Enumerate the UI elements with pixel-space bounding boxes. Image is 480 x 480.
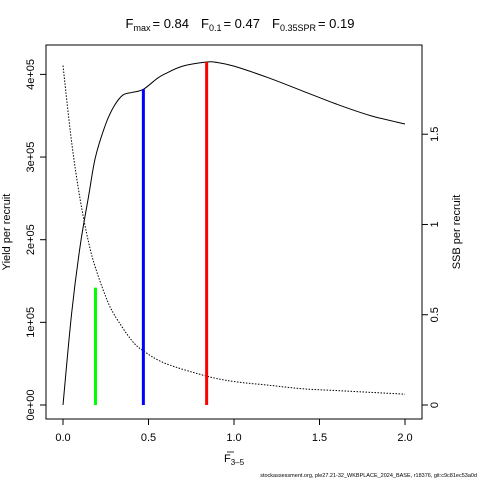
y-right-tick-label: 1 <box>429 221 441 227</box>
y-left-tick-label: 3e+05 <box>25 142 37 173</box>
x-axis-label-sub: 3–5 <box>231 458 245 467</box>
x-tick-label: 1.0 <box>226 432 241 444</box>
y-left-tick-label: 1e+05 <box>25 307 37 338</box>
y-axis-right: 0 0.5 1 1.5 <box>421 127 441 408</box>
yield-per-recruit-line <box>62 61 406 406</box>
y-axis-right-label: SSB per recruit <box>451 195 463 270</box>
y-left-tick-label: 4e+05 <box>25 59 37 90</box>
title-fmax-sub: max <box>133 23 151 33</box>
x-axis-label: F3–5 <box>224 453 245 467</box>
x-tick-label: 0.5 <box>141 432 156 444</box>
series-layer <box>62 61 406 406</box>
x-tick-label: 2.0 <box>397 432 412 444</box>
reference-lines <box>93 62 209 405</box>
y-axis-left: 0e+00 1e+05 2e+05 3e+05 4e+05 <box>25 59 47 421</box>
y-right-tick-label: 0.5 <box>429 307 441 322</box>
footer-text: stockassessment.org, ple27.21-32_WKBPLAC… <box>260 473 477 479</box>
ssb-per-recruit-line <box>62 65 406 395</box>
title-f01-value: = 0.47 <box>223 16 260 31</box>
x-tick-label: 0.0 <box>55 432 70 444</box>
title-fspr-label: F <box>272 16 280 31</box>
y-left-tick-label: 2e+05 <box>25 224 37 255</box>
title-f01-sub: 0.1 <box>209 23 222 33</box>
plot-frame <box>45 44 423 420</box>
y-right-tick-label: 0 <box>429 402 441 408</box>
y-left-tick-label: 0e+00 <box>25 390 37 421</box>
title-fmax-value: = 0.84 <box>152 16 189 31</box>
title-fspr-sub: 0.35SPR <box>280 23 317 33</box>
title-f01-label: F <box>201 16 209 31</box>
y-right-tick-label: 1.5 <box>429 127 441 142</box>
x-axis-label-main: F <box>224 453 231 465</box>
x-tick-label: 1.5 <box>312 432 327 444</box>
title-fspr-value: = 0.19 <box>318 16 355 31</box>
title-fmax-label: F <box>126 16 134 31</box>
chart-title: Fmax = 0.84 F0.1 = 0.47 F0.35SPR = 0.19 <box>126 16 355 33</box>
y-axis-left-label: Yield per recruit <box>1 194 13 271</box>
x-axis: 0.0 0.5 1.0 1.5 2.0 <box>55 418 413 444</box>
